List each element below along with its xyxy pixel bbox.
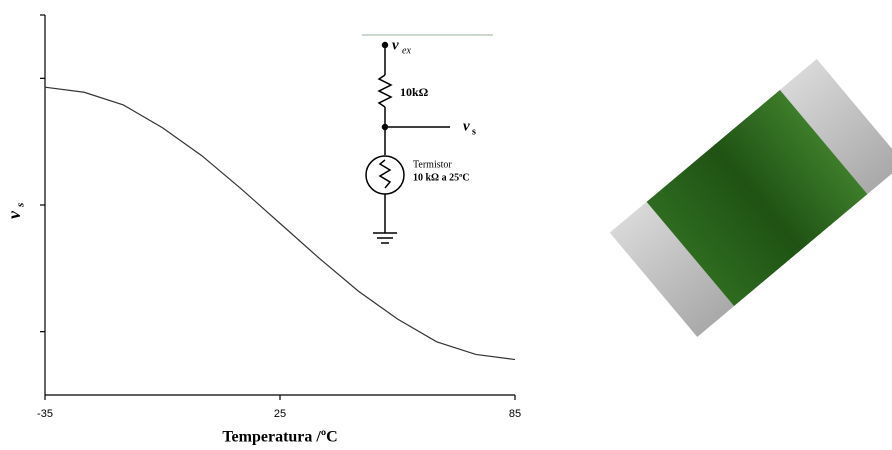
- x-tick-label: -35: [37, 408, 53, 420]
- x-axis-label: Temperatura /ºC: [222, 429, 337, 446]
- y-axis-label-group: v s: [4, 203, 26, 219]
- thermistor: [366, 156, 404, 194]
- vs-symbol: v: [463, 118, 470, 134]
- vex-symbol: v: [392, 37, 399, 53]
- data-line: [45, 87, 515, 359]
- thermistor-element: [380, 160, 390, 188]
- resistor: [379, 75, 391, 107]
- thermistor-label: 10 kΩ a 25ºC: [413, 172, 470, 183]
- x-tick-label: 85: [509, 408, 521, 420]
- figure: Temperatura /ºC v s v ex 10kΩ v s Termis…: [0, 0, 892, 450]
- thermistor-photo: [610, 59, 892, 337]
- vs-sub: s: [472, 126, 476, 137]
- y-axis-label-sub: s: [15, 203, 27, 208]
- thermistor-label: Termistor: [413, 159, 452, 170]
- x-tick-label: 25: [274, 408, 286, 420]
- vex-sub: ex: [402, 45, 411, 56]
- resistor-label: 10kΩ: [400, 85, 429, 99]
- circuit: [362, 35, 493, 243]
- y-axis-label: v: [4, 210, 24, 219]
